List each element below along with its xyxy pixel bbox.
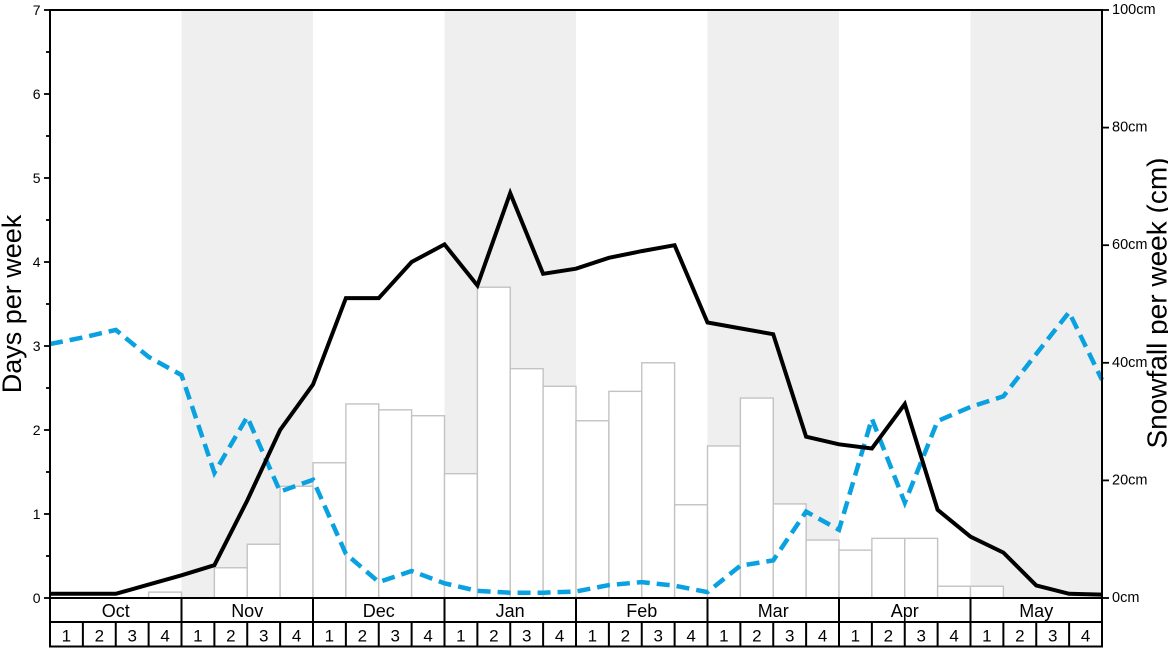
svg-text:4: 4 — [1081, 627, 1090, 646]
svg-text:3: 3 — [33, 338, 41, 354]
svg-text:1: 1 — [33, 506, 41, 522]
svg-text:20cm: 20cm — [1112, 472, 1147, 488]
svg-text:1: 1 — [456, 627, 465, 646]
svg-text:1: 1 — [325, 627, 334, 646]
svg-text:3: 3 — [259, 627, 268, 646]
svg-text:3: 3 — [1048, 627, 1057, 646]
svg-text:0cm: 0cm — [1112, 590, 1139, 606]
svg-text:Apr: Apr — [891, 601, 919, 621]
svg-text:4: 4 — [33, 254, 41, 270]
svg-text:4: 4 — [423, 627, 432, 646]
svg-text:2: 2 — [33, 422, 41, 438]
svg-text:3: 3 — [785, 627, 794, 646]
svg-text:1: 1 — [982, 627, 991, 646]
svg-text:1: 1 — [62, 627, 71, 646]
svg-text:Dec: Dec — [363, 601, 395, 621]
svg-text:1: 1 — [193, 627, 202, 646]
svg-text:60cm: 60cm — [1112, 237, 1147, 253]
svg-text:4: 4 — [292, 627, 301, 646]
svg-text:2: 2 — [358, 627, 367, 646]
svg-text:Days per week: Days per week — [0, 214, 27, 393]
svg-text:80cm: 80cm — [1112, 120, 1147, 136]
svg-text:Snowfall per week (cm): Snowfall per week (cm) — [1142, 158, 1168, 449]
svg-text:40cm: 40cm — [1112, 355, 1147, 371]
svg-text:2: 2 — [95, 627, 104, 646]
svg-text:3: 3 — [127, 627, 136, 646]
svg-text:1: 1 — [588, 627, 597, 646]
svg-text:May: May — [1019, 601, 1053, 621]
svg-text:2: 2 — [489, 627, 498, 646]
svg-text:3: 3 — [390, 627, 399, 646]
svg-text:6: 6 — [33, 86, 41, 102]
svg-text:Oct: Oct — [102, 601, 130, 621]
svg-text:Nov: Nov — [231, 601, 263, 621]
svg-text:2: 2 — [884, 627, 893, 646]
svg-text:0: 0 — [33, 590, 41, 606]
svg-text:3: 3 — [916, 627, 925, 646]
svg-text:3: 3 — [653, 627, 662, 646]
svg-text:Feb: Feb — [626, 601, 657, 621]
svg-text:4: 4 — [686, 627, 695, 646]
svg-text:3: 3 — [522, 627, 531, 646]
svg-text:4: 4 — [818, 627, 827, 646]
svg-text:Mar: Mar — [758, 601, 789, 621]
svg-text:2: 2 — [621, 627, 630, 646]
svg-text:4: 4 — [160, 627, 169, 646]
svg-text:2: 2 — [1015, 627, 1024, 646]
svg-text:Jan: Jan — [496, 601, 525, 621]
svg-text:100cm: 100cm — [1112, 2, 1156, 18]
svg-text:1: 1 — [719, 627, 728, 646]
svg-text:7: 7 — [33, 2, 41, 18]
svg-text:4: 4 — [555, 627, 564, 646]
svg-text:4: 4 — [949, 627, 958, 646]
svg-text:1: 1 — [851, 627, 860, 646]
svg-text:5: 5 — [33, 170, 41, 186]
svg-text:2: 2 — [226, 627, 235, 646]
svg-text:2: 2 — [752, 627, 761, 646]
